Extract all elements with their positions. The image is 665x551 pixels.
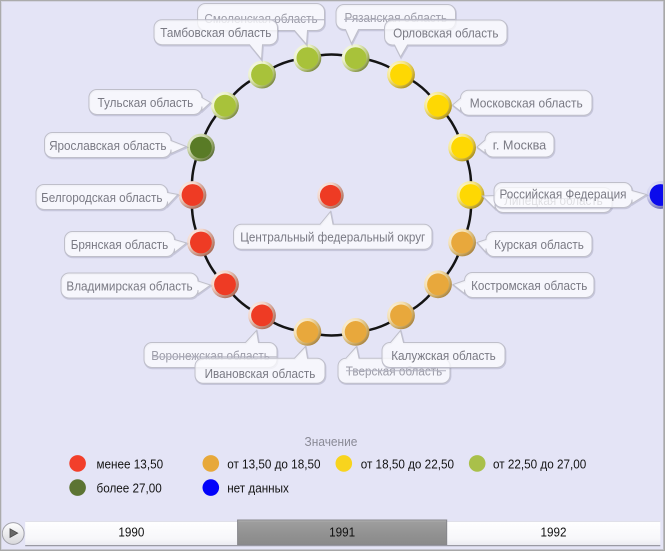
svg-text:от 22,50 до 27,00: от 22,50 до 27,00 bbox=[493, 457, 586, 472]
svg-text:Белгородская область: Белгородская область bbox=[41, 190, 163, 205]
svg-text:Владимирская область: Владимирская область bbox=[66, 278, 192, 293]
svg-text:более 27,00: более 27,00 bbox=[97, 481, 162, 496]
svg-text:от 13,50 до 18,50: от 13,50 до 18,50 bbox=[227, 457, 320, 472]
svg-text:Центральный федеральный округ: Центральный федеральный округ bbox=[240, 230, 425, 245]
svg-text:Тамбовская область: Тамбовская область bbox=[160, 25, 271, 40]
svg-text:1992: 1992 bbox=[541, 524, 567, 539]
svg-text:нет данных: нет данных bbox=[227, 481, 289, 496]
svg-text:Курская область: Курская область bbox=[494, 237, 584, 252]
svg-text:Тульская область: Тульская область bbox=[98, 95, 194, 110]
svg-text:Ивановская область: Ивановская область bbox=[205, 366, 316, 381]
svg-text:Московская область: Московская область bbox=[470, 96, 583, 111]
svg-text:менее 13,50: менее 13,50 bbox=[97, 457, 164, 472]
svg-text:Ярославская область: Ярославская область bbox=[49, 138, 167, 153]
svg-text:от 18,50 до 22,50: от 18,50 до 22,50 bbox=[361, 457, 454, 472]
svg-text:1990: 1990 bbox=[118, 524, 144, 539]
svg-text:1991: 1991 bbox=[329, 524, 355, 539]
svg-text:г. Москва: г. Москва bbox=[493, 137, 547, 152]
svg-text:Калужская область: Калужская область bbox=[391, 348, 496, 363]
svg-text:Российская Федерация: Российская Федерация bbox=[500, 187, 627, 202]
svg-text:Костромская область: Костромская область bbox=[471, 278, 587, 293]
svg-text:Значение: Значение bbox=[305, 434, 358, 449]
svg-text:Брянская область: Брянская область bbox=[71, 237, 169, 252]
svg-text:Орловская область: Орловская область bbox=[393, 25, 499, 40]
